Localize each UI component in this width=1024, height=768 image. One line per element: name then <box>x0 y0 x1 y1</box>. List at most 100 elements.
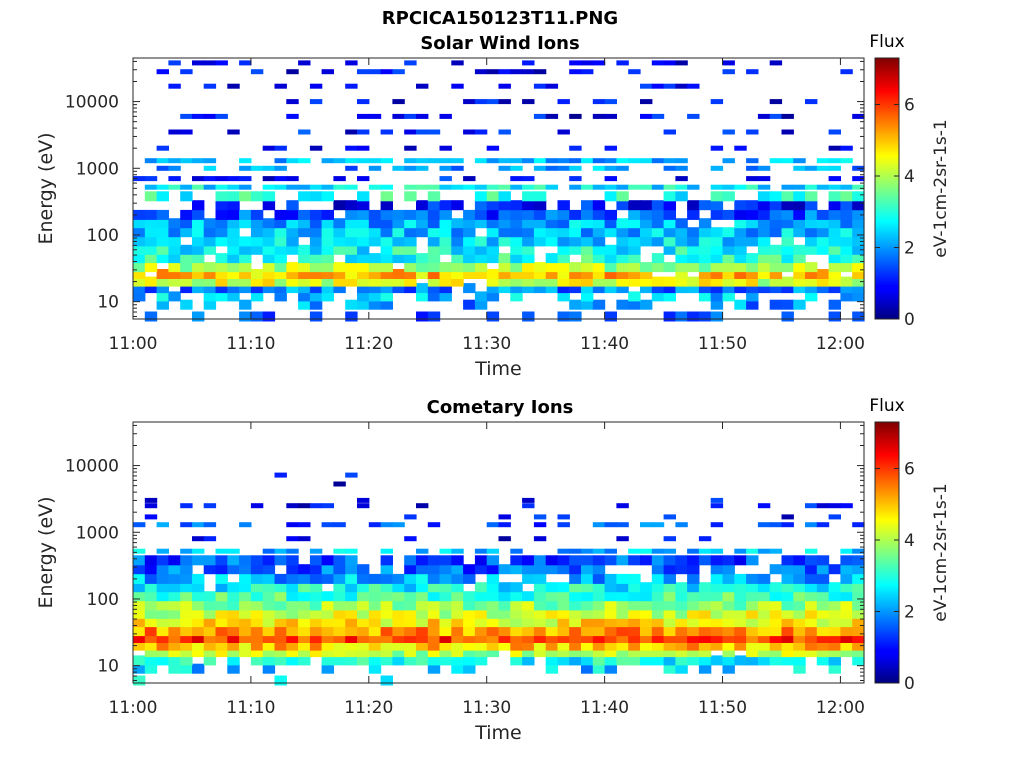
heatmap-cell <box>392 69 405 75</box>
heatmap-cell <box>298 253 311 264</box>
heatmap-cell <box>168 158 181 164</box>
heatmap-cell <box>698 218 712 229</box>
heatmap-cell <box>380 158 393 164</box>
heatmap-cell <box>522 564 535 575</box>
heatmap-cell <box>239 608 252 619</box>
heatmap-cell <box>133 591 146 602</box>
cometary-xlabel: Time <box>474 722 522 744</box>
heatmap-cell <box>463 253 476 264</box>
heatmap-cell <box>486 600 500 611</box>
heatmap-cell <box>663 209 676 220</box>
heatmap-cell <box>663 158 676 164</box>
heatmap-cell <box>569 145 582 151</box>
heatmap-cell <box>793 191 806 202</box>
heatmap-cell <box>133 522 146 528</box>
heatmap-cell <box>427 218 441 229</box>
heatmap-cell <box>392 626 405 637</box>
heatmap-cell <box>852 640 865 651</box>
heatmap-cell <box>746 165 759 171</box>
heatmap-cell <box>640 113 653 119</box>
heatmap-cell <box>828 640 841 651</box>
heatmap-cell <box>581 60 594 66</box>
heatmap-cell <box>368 291 382 302</box>
heatmap-cell <box>840 291 853 302</box>
heatmap-cell <box>757 218 771 229</box>
cometary-ylabel: Energy (eV) <box>35 496 57 608</box>
heatmap-cell <box>651 522 665 528</box>
heatmap-cell <box>722 244 735 255</box>
heatmap-cell <box>522 244 535 255</box>
heatmap-cell <box>451 276 464 287</box>
heatmap-cell <box>274 555 287 566</box>
heatmap-cell <box>262 626 276 637</box>
heatmap-cell <box>675 262 688 273</box>
heatmap-cell <box>486 69 500 75</box>
heatmap-cell <box>663 276 676 287</box>
heatmap-cell <box>840 276 853 287</box>
heatmap-cell <box>852 200 865 211</box>
heatmap-cell <box>333 227 346 238</box>
heatmap-cell <box>357 647 370 658</box>
heatmap-cell <box>828 145 841 151</box>
heatmap-cell <box>262 269 276 279</box>
heatmap-cell <box>227 218 240 229</box>
heatmap-cell <box>133 564 146 575</box>
heatmap-cell <box>793 582 806 593</box>
heatmap-cell <box>486 548 500 554</box>
heatmap-cell <box>439 591 452 602</box>
heatmap-cell <box>616 218 629 229</box>
heatmap-cell <box>663 311 676 322</box>
heatmap-cell <box>321 158 334 164</box>
heatmap-cell <box>816 647 830 658</box>
heatmap-cell <box>781 184 794 190</box>
heatmap-cell <box>274 253 287 264</box>
heatmap-cell <box>687 283 700 294</box>
heatmap-cell <box>581 262 594 273</box>
heatmap-cell <box>380 276 393 287</box>
heatmap-cell <box>545 184 559 190</box>
heatmap-cell <box>380 548 393 554</box>
heatmap-cell <box>439 269 452 279</box>
heatmap-cell <box>581 582 594 593</box>
heatmap-cell <box>203 608 217 619</box>
heatmap-cell <box>852 600 865 611</box>
heatmap-cell <box>628 617 641 628</box>
heatmap-cell <box>474 633 488 643</box>
heatmap-cell <box>451 655 464 666</box>
heatmap-cell <box>757 600 771 611</box>
heatmap-cell <box>710 269 724 279</box>
heatmap-cell <box>215 647 228 658</box>
heatmap-cell <box>286 269 299 279</box>
heatmap-cell <box>533 200 547 211</box>
heatmap-cell <box>746 158 759 164</box>
heatmap-cell <box>156 236 169 247</box>
heatmap-cell <box>380 555 393 566</box>
heatmap-cell <box>180 503 193 509</box>
y-tick-label: 1000 <box>76 523 119 543</box>
heatmap-cell <box>840 582 853 593</box>
heatmap-cell <box>239 633 252 643</box>
heatmap-cell <box>805 283 818 294</box>
x-tick-label: 11:50 <box>698 698 747 718</box>
heatmap-cell <box>345 244 358 255</box>
heatmap-cell <box>522 608 535 619</box>
heatmap-cell <box>710 227 724 238</box>
heatmap-cell <box>416 647 429 658</box>
heatmap-cell <box>345 227 358 238</box>
heatmap-cell <box>333 218 346 229</box>
heatmap-cell <box>628 655 641 666</box>
heatmap-cell <box>533 262 547 273</box>
heatmap-cell <box>828 564 841 575</box>
heatmap-cell <box>486 640 500 651</box>
heatmap-cell <box>486 99 500 105</box>
heatmap-cell <box>757 655 771 666</box>
heatmap-cell <box>486 564 500 575</box>
heatmap-cell <box>581 640 594 651</box>
heatmap-cell <box>463 262 476 273</box>
heatmap-cell <box>592 299 606 310</box>
heatmap-cell <box>486 283 500 294</box>
heatmap-cell <box>522 617 535 628</box>
heatmap-cell <box>274 291 287 302</box>
heatmap-cell <box>651 262 665 273</box>
heatmap-cell <box>781 276 794 287</box>
